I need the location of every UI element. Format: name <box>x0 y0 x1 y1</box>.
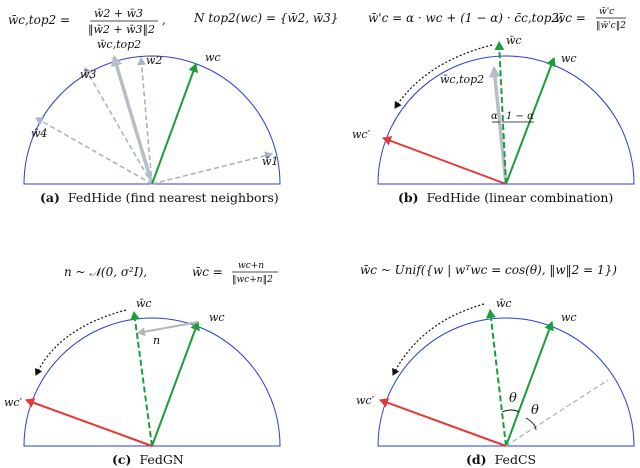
panel-c-wbar-arrow <box>130 311 153 447</box>
panel-d-rotation-curve <box>392 303 485 376</box>
panel-d-theta-arc-1 <box>501 409 520 413</box>
panel-a-label-wtop2: w̄c,top2 <box>97 38 141 51</box>
panel-a-formula-right: N top2(wc) = {w̄2, w̄3} <box>193 11 338 25</box>
panel-c-label-wcp: wc′ <box>4 396 23 409</box>
panel-d-caption: (d) FedCS <box>466 452 536 467</box>
panel-c-label-wbar: w̄c <box>136 297 152 310</box>
panel-c-label-wc: wc <box>209 311 225 324</box>
panel-d-label-theta-1: θ <box>509 391 517 406</box>
panel-a-wc-arrow <box>151 63 198 185</box>
panel-a-wtop2-arrow <box>110 55 154 185</box>
panel-b-label-one-minus-alpha: 1 − α <box>506 111 534 122</box>
panel-c: n ~ 𝒩(0, σ²I), w̄c = wc+n ‖wc+n‖2 w̄c wc… <box>4 261 281 467</box>
panel-b-formula-left: w̄'c = α · wc + (1 − α) · c̄c,top2, <box>368 11 563 25</box>
panel-a-formula-den: ‖w̄2 + w̄3‖2 <box>88 23 155 37</box>
panel-b-label-wc: wc <box>561 52 577 65</box>
panel-d-wc-arrow <box>505 321 554 447</box>
panel-c-semicircle <box>23 317 281 447</box>
panel-a-w2-arrow <box>137 57 153 185</box>
panel-c-rotation-curve <box>34 309 127 376</box>
panel-d-mirror-line <box>505 379 609 447</box>
panel-a-w1-arrow <box>151 151 273 185</box>
panel-d-wbar-arrow <box>485 309 507 447</box>
panel-b-caption-text: FedHide (linear combination) <box>427 190 614 205</box>
panel-b-formula-mid: w̄c = <box>555 11 586 25</box>
panel-a-label-w4: w̄4 <box>31 127 47 140</box>
panel-d-label-wbar: w̄c <box>496 297 512 310</box>
panel-a-semicircle <box>23 55 281 185</box>
panel-b-wtop2-arrow <box>488 66 508 185</box>
panel-d-label-theta-2: θ <box>531 403 539 418</box>
panel-b-wbar-arrow <box>494 41 507 185</box>
panel-c-wcp-arrow <box>25 398 153 447</box>
panel-c-wc-arrow <box>151 321 200 447</box>
panel-c-formula-den: ‖wc+n‖2 <box>232 275 273 285</box>
panel-a-caption-letter: (a) <box>40 190 60 205</box>
panel-b: w̄'c = α · wc + (1 − α) · c̄c,top2, w̄c … <box>352 7 635 205</box>
panel-a-label-w2: w̄2 <box>146 54 162 67</box>
panel-a-formula-sep: , <box>162 13 166 27</box>
panel-c-formula-left: n ~ 𝒩(0, σ²I), <box>64 265 147 279</box>
panel-a-formula-lhs: w̄c,top2 = <box>8 13 70 27</box>
panel-a-label-w3: w̄3 <box>80 68 96 81</box>
panel-a-w3-arrow <box>84 67 153 185</box>
panel-a-label-w1: w̄1 <box>262 155 278 168</box>
panel-b-semicircle <box>377 55 635 185</box>
panel-b-wc-arrow <box>505 57 556 185</box>
panel-a: w̄c,top2 = w̄2 + w̄3 ‖w̄2 + w̄3‖2 , N to… <box>8 7 338 205</box>
panel-b-wcp-arrow <box>382 136 507 185</box>
panel-d-caption-letter: (d) <box>466 452 487 467</box>
panel-b-caption: (b) FedHide (linear combination) <box>398 190 613 205</box>
panel-a-label-wc: wc <box>205 51 221 64</box>
panel-d-semicircle <box>377 317 635 447</box>
panel-d-formula: w̄c ~ Unif({w | wᵀwc = cos(θ), ‖w‖2 = 1}… <box>360 263 617 277</box>
panel-b-formula-num: w̄'c <box>599 7 614 17</box>
panel-d-label-wcp: wc′ <box>356 394 375 407</box>
panel-c-caption-letter: (c) <box>112 452 131 467</box>
panel-a-w4-arrow <box>35 117 153 185</box>
panel-c-label-n: n <box>153 334 160 347</box>
panel-a-formula-num: w̄2 + w̄3 <box>94 7 143 20</box>
panel-c-formula-mid: w̄c = <box>192 265 223 279</box>
panel-a-caption-text: FedHide (find nearest neighbors) <box>68 190 279 205</box>
panel-d-label-wc: wc <box>561 311 577 324</box>
panel-c-formula-num: wc+n <box>238 261 264 271</box>
panel-c-noise-arrow <box>137 321 199 337</box>
panel-d-wcp-arrow <box>379 398 507 447</box>
panel-b-caption-letter: (b) <box>398 190 419 205</box>
panel-b-label-wtop2: w̄c,top2 <box>440 73 484 86</box>
panel-d-caption-text: FedCS <box>495 452 537 467</box>
panel-a-caption: (a) FedHide (find nearest neighbors) <box>40 190 279 205</box>
panel-b-label-wcp: wc′ <box>352 128 371 141</box>
panel-b-formula-den: ‖w̄'c‖2 <box>596 21 626 31</box>
panel-b-label-alpha: α <box>491 111 498 122</box>
panel-d-theta-arc-2 <box>525 417 537 431</box>
panel-c-caption-text: FedGN <box>139 452 183 467</box>
panel-c-caption: (c) FedGN <box>112 452 184 467</box>
panel-b-label-wbar: w̄c <box>506 34 522 47</box>
panel-d: w̄c ~ Unif({w | wᵀwc = cos(θ), ‖w‖2 = 1}… <box>356 263 635 467</box>
